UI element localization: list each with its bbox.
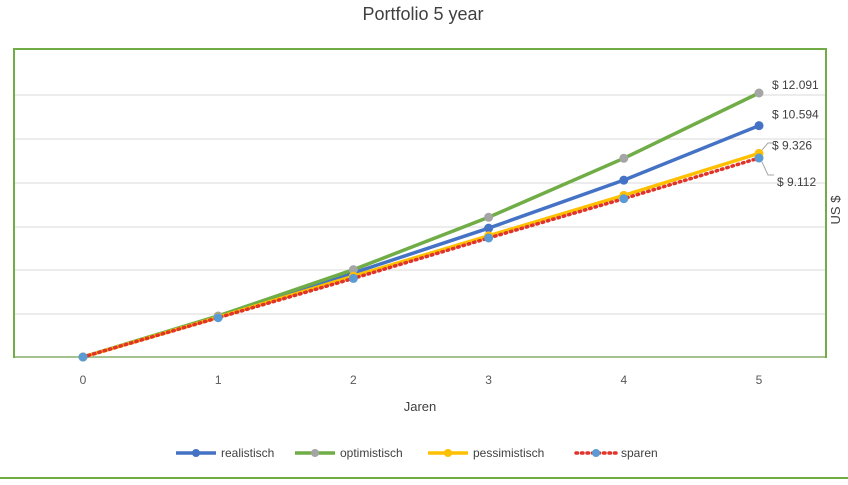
legend-item-optimistisch: optimistisch <box>295 446 403 460</box>
point-optimistisch-4 <box>619 153 629 163</box>
data-label-realistisch: $ 10.594 <box>772 108 819 122</box>
chart-title: Portfolio 5 year <box>362 4 483 24</box>
point-realistisch-5 <box>754 121 764 131</box>
legend-item-sparen: sparen <box>574 446 658 460</box>
point-sparen-5 <box>754 153 764 163</box>
point-optimistisch-5 <box>754 88 764 98</box>
point-sparen-1 <box>213 313 223 323</box>
x-tick-label-1: 1 <box>215 373 222 387</box>
data-labels: $ 10.594 $ 12.091 $ 9.326 $ 9.112 <box>761 78 819 189</box>
legend-label-pessimistisch: pessimistisch <box>473 446 544 460</box>
data-label-sparen: $ 9.112 <box>777 175 816 189</box>
x-tick-label-5: 5 <box>756 373 763 387</box>
point-optimistisch-3 <box>484 212 494 222</box>
data-label-optimistisch: $ 12.091 <box>772 78 819 92</box>
leader-line-pessimistisch <box>761 142 772 151</box>
point-sparen-0 <box>78 352 88 362</box>
x-axis-title: Jaren <box>404 399 437 414</box>
legend-marker-realistisch <box>192 449 200 457</box>
legend-label-realistisch: realistisch <box>221 446 274 460</box>
point-sparen-4 <box>619 194 629 204</box>
series-line-sparen <box>81 156 761 359</box>
x-tick-label-0: 0 <box>80 373 87 387</box>
legend-marker-optimistisch <box>311 449 319 457</box>
y-axis-title: US $ <box>828 195 843 225</box>
legend-label-sparen: sparen <box>621 446 658 460</box>
data-label-pessimistisch: $ 9.326 <box>772 138 812 152</box>
legend-marker-sparen <box>592 449 600 457</box>
legend-item-pessimistisch: pessimistisch <box>428 446 544 460</box>
leader-line-sparen <box>761 161 774 176</box>
x-tick-label-4: 4 <box>620 373 627 387</box>
series-lines <box>78 88 764 362</box>
x-tick-label-2: 2 <box>350 373 357 387</box>
legend-label-optimistisch: optimistisch <box>340 446 403 460</box>
x-tick-label-3: 3 <box>485 373 492 387</box>
point-sparen-2 <box>348 273 358 283</box>
x-tick-labels: 0 1 2 3 4 5 <box>80 373 763 387</box>
legend-item-realistisch: realistisch <box>176 446 274 460</box>
point-optimistisch-2 <box>348 265 358 275</box>
point-realistisch-4 <box>619 175 629 185</box>
gridlines <box>15 94 825 358</box>
series-sparen <box>78 153 764 362</box>
legend-marker-pessimistisch <box>444 449 452 457</box>
point-sparen-3 <box>484 233 494 243</box>
legend: realistisch optimistisch pessimistisch spar… <box>176 446 658 460</box>
point-realistisch-3 <box>484 223 494 233</box>
